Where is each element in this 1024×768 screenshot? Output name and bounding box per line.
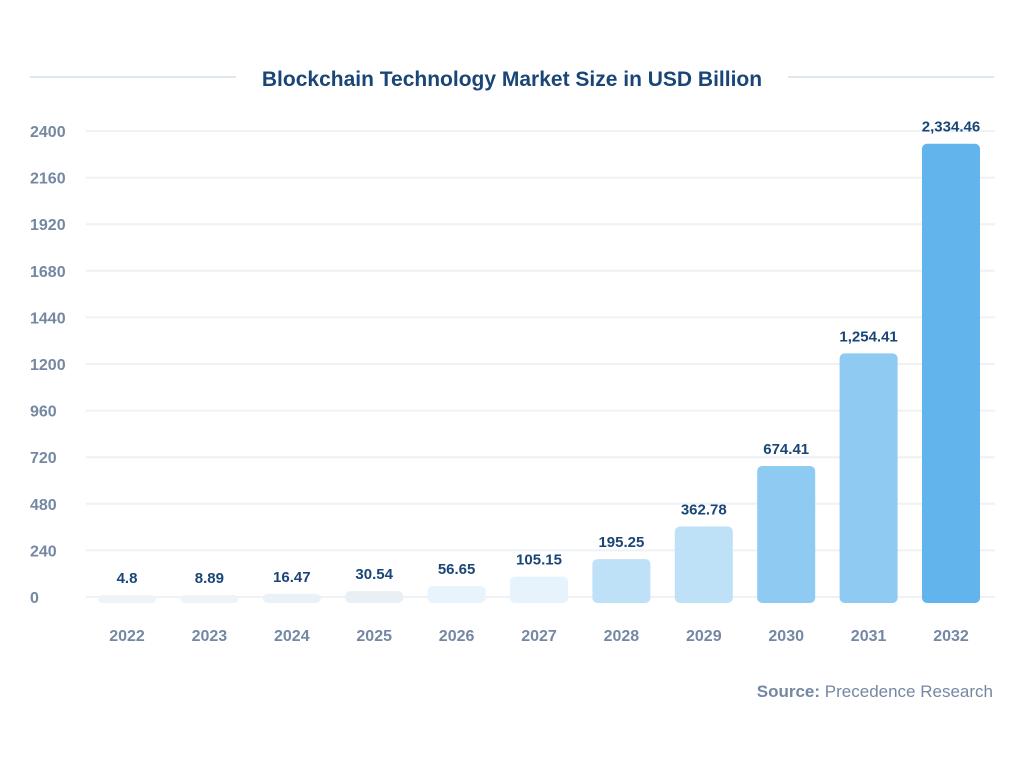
bar-2027 — [510, 576, 568, 603]
value-label: 1,254.41 — [839, 328, 897, 345]
value-label: 2,334.46 — [922, 119, 980, 136]
value-label: 4.8 — [117, 570, 138, 587]
bar-2022 — [98, 595, 156, 603]
y-tick-label: 1680 — [30, 264, 66, 281]
source-note: Source: Precedence Research — [757, 682, 993, 701]
value-label: 674.41 — [763, 441, 809, 458]
bar-2030 — [757, 466, 816, 603]
bar-2026 — [427, 586, 486, 603]
bar-2024 — [262, 593, 321, 603]
value-label: 195.25 — [598, 534, 644, 551]
bar-2028 — [592, 559, 651, 603]
x-tick-label: 2030 — [768, 628, 804, 645]
y-tick-label: 1200 — [30, 357, 66, 374]
y-tick-label: 2160 — [30, 171, 66, 188]
x-tick-label: 2031 — [851, 628, 887, 645]
y-tick-label: 0 — [30, 590, 39, 607]
value-label: 362.78 — [681, 502, 727, 519]
value-label: 105.15 — [516, 552, 562, 569]
x-tick-label: 2025 — [356, 628, 392, 645]
bar-2029 — [674, 526, 733, 603]
y-tick-label: 2400 — [30, 124, 66, 141]
y-tick-label: 1440 — [30, 310, 66, 327]
source-text: Precedence Research — [825, 682, 993, 701]
value-label: 16.47 — [273, 569, 311, 586]
x-tick-label: 2022 — [109, 628, 145, 645]
y-tick-label: 1920 — [30, 217, 66, 234]
x-tick-label: 2024 — [274, 628, 310, 645]
y-tick-label: 240 — [30, 543, 57, 560]
bar-2032 — [922, 143, 980, 603]
chart-title: Blockchain Technology Market Size in USD… — [262, 68, 762, 91]
bar-2031 — [839, 353, 898, 603]
source-label: Source: — [757, 682, 820, 701]
bar-2025 — [345, 591, 404, 603]
x-tick-label: 2028 — [604, 628, 640, 645]
x-tick-label: 2032 — [933, 628, 969, 645]
x-tick-label: 2027 — [521, 628, 557, 645]
value-label: 56.65 — [438, 561, 476, 578]
x-tick-label: 2026 — [439, 628, 475, 645]
value-label: 30.54 — [355, 566, 393, 583]
y-tick-label: 960 — [30, 404, 57, 421]
x-tick-label: 2023 — [192, 628, 228, 645]
y-tick-label: 720 — [30, 450, 57, 467]
y-tick-label: 480 — [30, 497, 57, 514]
value-label: 8.89 — [195, 570, 224, 587]
x-tick-label: 2029 — [686, 628, 722, 645]
bar-2023 — [180, 595, 239, 603]
